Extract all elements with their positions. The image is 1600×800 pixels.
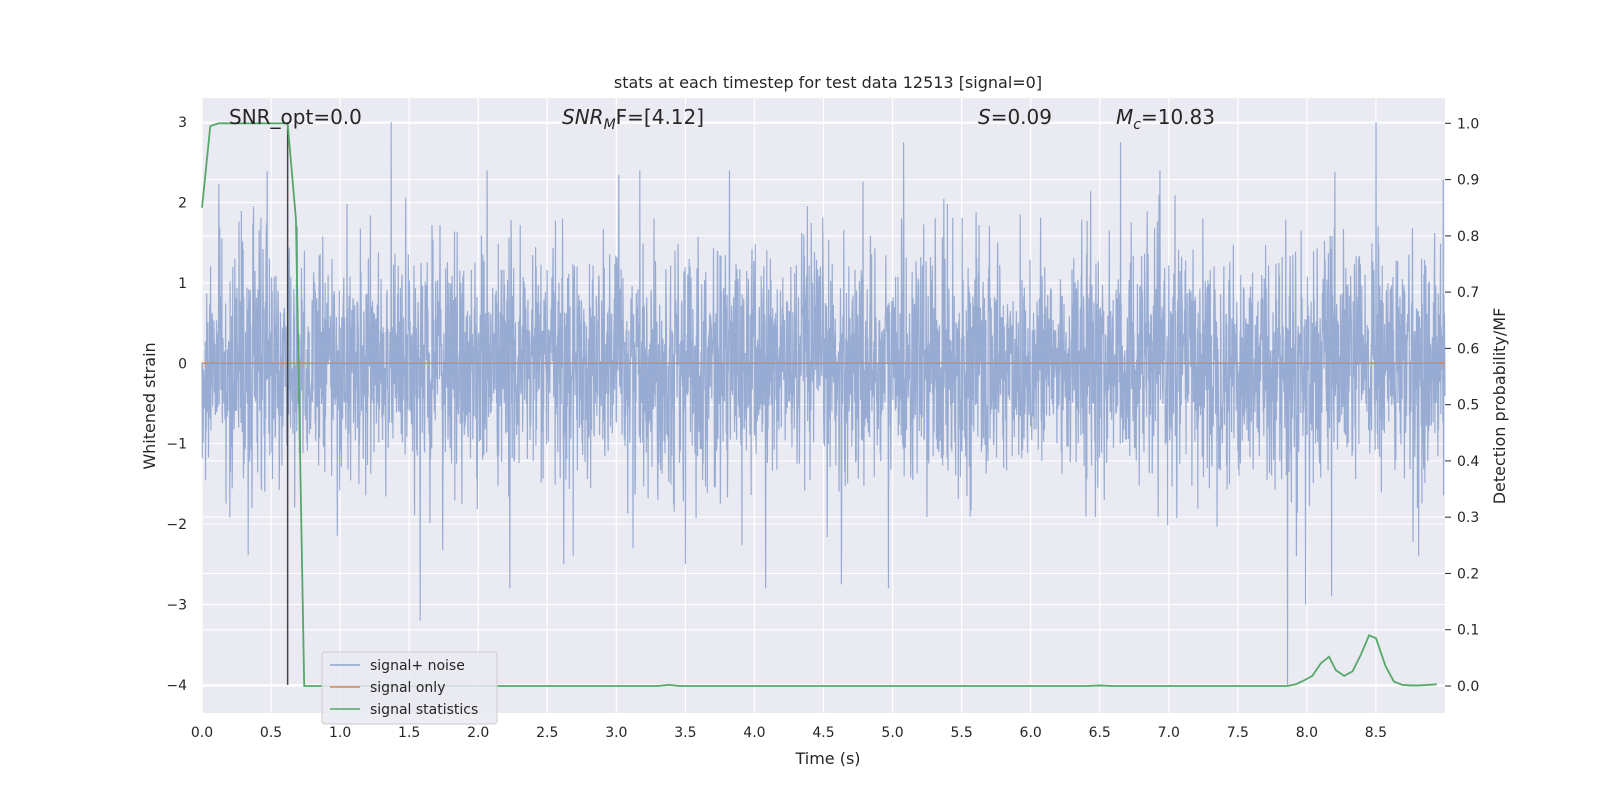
x-tick-label-5: 2.5	[536, 725, 558, 741]
line-series	[201, 122, 1445, 687]
series-signal-statistics	[201, 122, 1437, 687]
y-left-tick-label-2: −2	[166, 517, 187, 533]
y-right-tick-label-8: 0.8	[1457, 229, 1479, 245]
y-right-tick-label-2: 0.2	[1457, 566, 1479, 582]
y-left-tick-label-0: −4	[166, 678, 187, 694]
annotation-snr-opt: SNR_opt=0.0	[229, 105, 362, 129]
annotation-snr-mf-main: SNR	[562, 105, 604, 129]
annotation-mc: Mc=10.83	[1116, 105, 1215, 133]
x-tick-label-16: 8.0	[1296, 725, 1318, 741]
x-axis-ticks: 0.0 0.5 1.0 1.5 2.0 2.5 3.0 3.5 4.0 4.5 5.0 5.5 6.0 6…	[191, 725, 1387, 741]
y-right-tick-label-1: 0.1	[1457, 623, 1479, 639]
x-tick-label-11: 5.5	[950, 725, 972, 741]
y-right-tick-label-7: 0.7	[1457, 285, 1479, 301]
y-left-tick-label-5: 1	[178, 276, 187, 292]
x-tick-label-9: 4.5	[812, 725, 834, 741]
chart-title: stats at each timestep for test data 125…	[614, 73, 1042, 92]
x-tick-label-17: 8.5	[1365, 725, 1387, 741]
y-axis-left-label: Whitened strain	[140, 342, 159, 469]
annotation-snr-mf: SNRMF=[4.12]	[562, 105, 704, 133]
legend-box	[321, 651, 498, 725]
y-left-tick-label-1: −3	[166, 597, 187, 613]
x-tick-label-1: 0.5	[260, 725, 282, 741]
noise-series	[201, 122, 1446, 685]
y-left-tick-label-4: 0	[178, 356, 187, 372]
y-left-tick-label-3: −1	[166, 437, 187, 453]
annotation-mc-rest: =10.83	[1141, 105, 1215, 129]
y-axis-right-label: Detection probability/MF	[1490, 308, 1509, 505]
annotation-snr-mf-rest: F=[4.12]	[616, 105, 704, 129]
y-left-ticks: −4 −3 −2 −1 0 1 2 3	[166, 115, 187, 694]
y-left-tick-label-7: 3	[178, 115, 187, 131]
legend: signal+ noise signal only signal statist…	[321, 651, 498, 725]
x-tick-label-0: 0.0	[191, 725, 213, 741]
x-tick-label-7: 3.5	[674, 725, 696, 741]
x-tick-label-2: 1.0	[329, 725, 351, 741]
legend-entry-signal: signal only	[370, 680, 445, 696]
y-right-tick-label-10: 1.0	[1457, 116, 1479, 132]
annotation-s: S=0.09	[978, 105, 1052, 129]
y-right-tick-label-4: 0.4	[1457, 454, 1479, 470]
y-right-tick-label-5: 0.5	[1457, 398, 1479, 414]
y-right-ticks: 0.0 0.1 0.2 0.3 0.4 0.5 0.6 0.7 0.8 0.9 1.0	[1445, 116, 1479, 695]
legend-entry-noise: signal+ noise	[370, 658, 465, 674]
x-tick-label-13: 6.5	[1089, 725, 1111, 741]
legend-entry-stats: signal statistics	[370, 702, 478, 718]
annotation-mc-main: M	[1116, 105, 1133, 129]
x-tick-label-6: 3.0	[605, 725, 627, 741]
y-right-tick-label-0: 0.0	[1457, 679, 1479, 695]
series-signal-noise	[201, 122, 1446, 685]
x-tick-label-15: 7.5	[1227, 725, 1249, 741]
y-right-tick-label-9: 0.9	[1457, 173, 1479, 189]
annotation-mc-sub: c	[1133, 117, 1141, 133]
x-tick-label-14: 7.0	[1158, 725, 1180, 741]
annotation-s-main: S	[978, 105, 991, 129]
x-tick-label-12: 6.0	[1020, 725, 1042, 741]
x-tick-label-10: 5.0	[881, 725, 903, 741]
annotation-snr-mf-sub: M	[604, 117, 616, 133]
y-left-tick-label-6: 2	[178, 196, 187, 212]
x-tick-label-3: 1.5	[398, 725, 420, 741]
annotation-s-rest: =0.09	[991, 105, 1052, 129]
x-axis-label: Time (s)	[794, 749, 860, 768]
y-right-tick-label-6: 0.6	[1457, 341, 1479, 357]
x-tick-label-4: 2.0	[467, 725, 489, 741]
x-tick-label-8: 4.0	[743, 725, 765, 741]
y-right-tick-label-3: 0.3	[1457, 510, 1479, 526]
